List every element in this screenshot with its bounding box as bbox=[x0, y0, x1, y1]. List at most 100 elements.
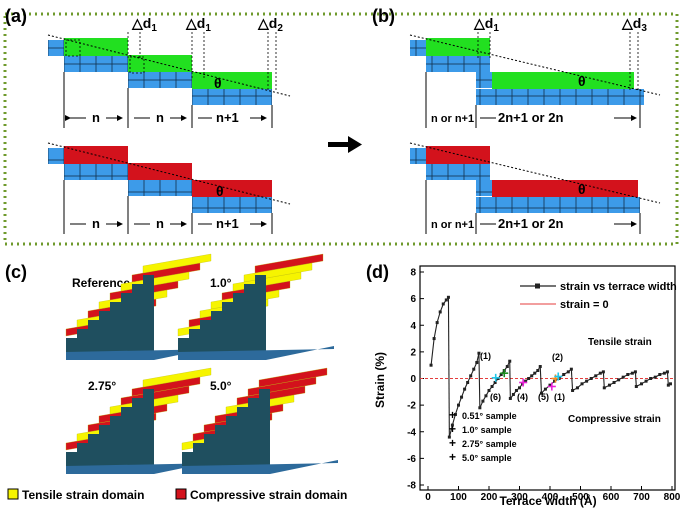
y-tick-label: -4 bbox=[407, 427, 416, 438]
strain-point bbox=[493, 380, 497, 384]
svg-text:△d2: △d2 bbox=[257, 15, 283, 34]
stair-title: 1.0° bbox=[210, 276, 232, 290]
svg-text:△d1: △d1 bbox=[473, 15, 499, 34]
strain-point bbox=[484, 394, 488, 398]
delta-d1-marker: △d1 bbox=[473, 15, 499, 60]
substrate-blocks bbox=[128, 180, 192, 196]
strain-jump bbox=[447, 297, 450, 438]
sample-legend-label: 2.75° sample bbox=[462, 439, 517, 449]
tag-6: (6) bbox=[490, 392, 501, 402]
svg-text:△d3: △d3 bbox=[621, 15, 647, 34]
strain-point bbox=[527, 377, 531, 380]
strain-point bbox=[435, 321, 439, 325]
strain-point bbox=[580, 382, 584, 386]
strain-point bbox=[469, 374, 473, 378]
theta-symbol: θ bbox=[216, 183, 224, 199]
strain-point bbox=[607, 383, 611, 387]
substrate-blocks bbox=[128, 72, 192, 88]
x-tick-label: 0 bbox=[425, 492, 431, 503]
svg-text:+: + bbox=[449, 422, 456, 436]
tag-5: (5) bbox=[538, 392, 549, 402]
legend-tensile-swatch bbox=[7, 488, 19, 500]
x-axis-label: Terrace width (Å) bbox=[499, 493, 596, 508]
strain-point bbox=[457, 403, 460, 407]
substrate-blocks bbox=[192, 197, 272, 213]
strain-jump bbox=[509, 361, 511, 399]
y-tick-label: 8 bbox=[410, 268, 416, 279]
staircase-model bbox=[65, 253, 222, 360]
legend-series-marker bbox=[535, 283, 540, 289]
tag-4: (4) bbox=[517, 392, 528, 402]
red-layer bbox=[128, 163, 192, 181]
panel-a: (a) △d1 △d1 △d2 θ bbox=[5, 6, 291, 234]
staircase-base bbox=[66, 460, 222, 474]
width-right: 2n+1 or 2n bbox=[498, 216, 563, 231]
strain-point bbox=[438, 310, 442, 314]
panel-b: (b) △d1 △d3 θ n or n+1 2n+1 or 2n bbox=[372, 6, 661, 234]
panel-d-label: (d) bbox=[366, 262, 389, 282]
legend-zero-label: strain = 0 bbox=[560, 299, 609, 311]
width-left: n or n+1 bbox=[431, 219, 474, 231]
substrate-blocks bbox=[476, 72, 492, 88]
staircase-base bbox=[66, 346, 222, 360]
staircase-side bbox=[178, 275, 266, 360]
y-tick-label: 2 bbox=[410, 347, 416, 358]
strain-point bbox=[668, 382, 672, 386]
substrate-blocks bbox=[64, 164, 128, 180]
substrate-blocks bbox=[410, 40, 426, 56]
strain-point bbox=[432, 337, 436, 341]
sample-legend: + 0.51° sample + 1.0° sample + 2.75° sam… bbox=[449, 408, 517, 464]
strain-point bbox=[505, 365, 509, 369]
substrate-blocks bbox=[476, 89, 644, 105]
delta-d1-marker: △d1 bbox=[127, 15, 157, 60]
strain-point bbox=[472, 367, 476, 371]
strain-jump bbox=[478, 353, 481, 408]
panel-c-label: (c) bbox=[5, 262, 27, 282]
panel-frame bbox=[3, 12, 679, 246]
panel-c: (c) Reference (0.51°) 1.0° 2.75° 5.0° Te… bbox=[5, 253, 347, 502]
staircase-model bbox=[181, 367, 338, 474]
x-tick-label: 500 bbox=[572, 492, 589, 503]
strain-point bbox=[530, 374, 534, 378]
legend-compressive-swatch bbox=[175, 488, 187, 500]
width-n: n bbox=[92, 110, 100, 125]
y-tick-label: 0 bbox=[410, 374, 416, 385]
staircase-side bbox=[66, 389, 154, 474]
strain-point bbox=[662, 371, 666, 375]
strain-point bbox=[562, 373, 566, 377]
substrate-blocks bbox=[48, 148, 64, 164]
strain-jump bbox=[666, 371, 669, 386]
x-tick-label: 200 bbox=[481, 492, 498, 503]
y-tick-label: 4 bbox=[410, 321, 416, 332]
miscut-line bbox=[409, 34, 661, 96]
tag-1: (1) bbox=[480, 351, 491, 361]
panel-d: (d) 0 100 200 300 400 500 600 700 800 8 6 4 2 0 -2 -4 -6… bbox=[366, 262, 681, 508]
strain-series-segment bbox=[430, 296, 449, 366]
x-tick-label: 600 bbox=[603, 492, 620, 503]
delta-d1-marker: △d1 bbox=[185, 15, 211, 78]
substrate-blocks bbox=[48, 40, 64, 56]
strain-point bbox=[653, 375, 657, 379]
strain-point bbox=[548, 383, 552, 387]
strain-point bbox=[481, 399, 485, 403]
theta-symbol: θ bbox=[578, 73, 586, 89]
red-layer bbox=[492, 180, 638, 198]
panel-a-label: (a) bbox=[5, 6, 27, 26]
theta-symbol: θ bbox=[214, 75, 222, 91]
width-n-plus-1: n+1 bbox=[216, 110, 239, 125]
staircase-model bbox=[177, 253, 334, 360]
strain-jump bbox=[570, 369, 574, 391]
strain-point bbox=[575, 386, 579, 390]
strain-point bbox=[511, 392, 515, 396]
strain-point bbox=[533, 371, 537, 375]
tensile-annotation: Tensile strain bbox=[588, 337, 652, 348]
strain-domain-strip bbox=[142, 253, 212, 274]
svg-text:△d1: △d1 bbox=[131, 15, 157, 34]
strain-point bbox=[518, 386, 521, 390]
x-tick-label: 400 bbox=[542, 492, 559, 503]
staircase-base bbox=[178, 346, 334, 360]
strain-point bbox=[598, 371, 602, 375]
strain-point bbox=[429, 363, 433, 367]
substrate-blocks bbox=[192, 89, 272, 105]
strain-point bbox=[475, 361, 479, 365]
